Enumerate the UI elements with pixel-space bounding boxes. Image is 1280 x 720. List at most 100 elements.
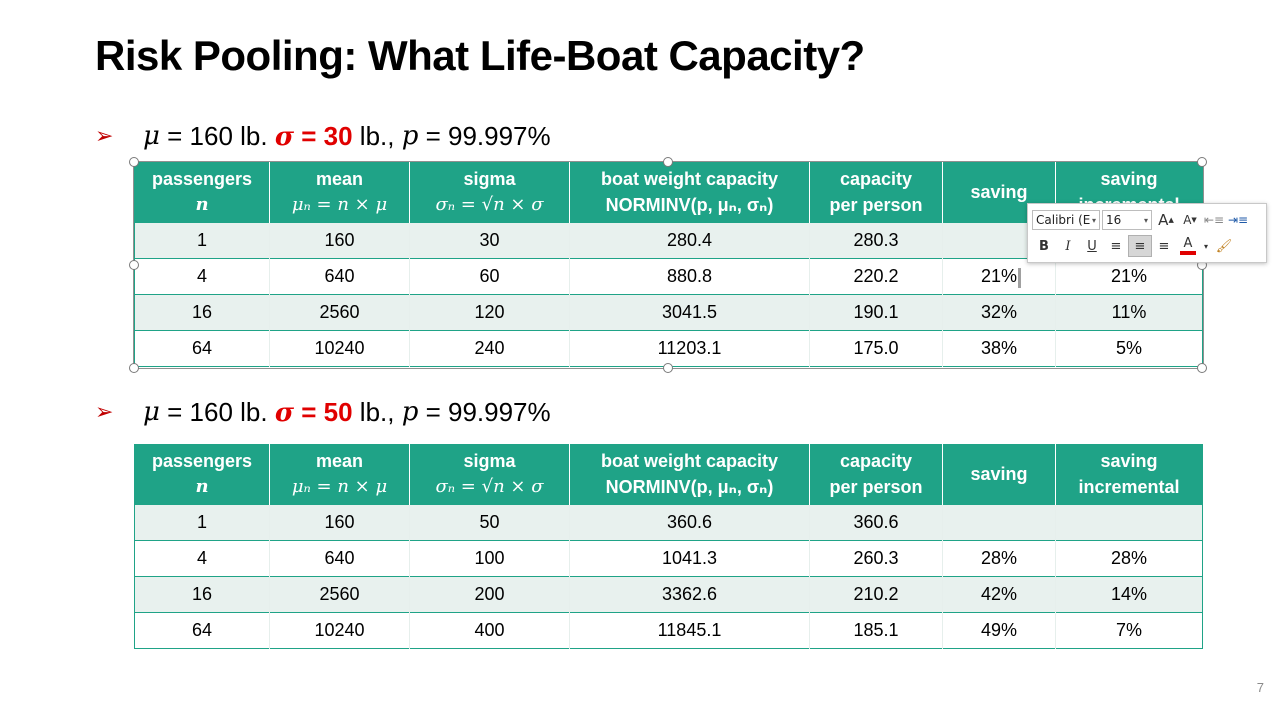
cell-mean[interactable]: 10240	[269, 612, 410, 649]
header-passengers: passengers n	[134, 444, 270, 505]
header-capacity: boat weight capacity NORMINV(p, μₙ, σₙ)	[569, 444, 810, 505]
cell-saving[interactable]: 42%	[942, 576, 1056, 613]
grow-font-button[interactable]: A ▲	[1158, 211, 1174, 229]
capacity-table-sigma-30[interactable]: passengers n mean μₙ = n × μ sigma σₙ = √n …	[134, 162, 1203, 367]
increase-indent-button[interactable]: ⇥≡	[1226, 209, 1250, 231]
capacity-table-sigma-50[interactable]: passengers n mean μₙ = n × μ sigma σₙ = √n …	[134, 444, 1203, 649]
slide-title: Risk Pooling: What Life-Boat Capacity?	[95, 32, 865, 79]
probability-text: = 99.997%	[418, 396, 551, 427]
cell-per-person[interactable]: 260.3	[809, 540, 943, 577]
cell-sigma[interactable]: 30	[409, 222, 570, 259]
table-row: 16 2560 200 3362.6 210.2 42% 14%	[134, 576, 1203, 613]
cell-per-person[interactable]: 175.0	[809, 330, 943, 367]
cell-mean[interactable]: 2560	[269, 576, 410, 613]
format-painter-button[interactable]: 🖌	[1212, 235, 1236, 257]
cell-mean[interactable]: 160	[269, 222, 410, 259]
cell-capacity[interactable]: 11845.1	[569, 612, 810, 649]
cell-capacity[interactable]: 360.6	[569, 504, 810, 541]
arrow-bullet-icon: ➢	[95, 399, 114, 424]
cell-per-person[interactable]: 185.1	[809, 612, 943, 649]
resize-handle-top-left[interactable]	[129, 157, 139, 167]
cell-passengers[interactable]: 64	[134, 330, 270, 367]
table-row: 64 10240 240 11203.1 175.0 38% 5%	[134, 330, 1203, 367]
cell-saving[interactable]: 32%	[942, 294, 1056, 331]
cell-incremental[interactable]: 5%	[1055, 330, 1203, 367]
cell-mean[interactable]: 640	[269, 258, 410, 295]
cell-per-person[interactable]: 360.6	[809, 504, 943, 541]
italic-button[interactable]: I	[1065, 238, 1071, 254]
cell-sigma[interactable]: 60	[409, 258, 570, 295]
cell-per-person[interactable]: 210.2	[809, 576, 943, 613]
header-sigma: sigma σₙ = √n × σ	[409, 162, 570, 223]
align-left-button[interactable]: ≡	[1104, 235, 1128, 257]
resize-handle-bottom-left[interactable]	[129, 363, 139, 373]
cell-mean[interactable]: 160	[269, 504, 410, 541]
increase-indent-icon: ⇥≡	[1227, 213, 1249, 227]
cell-saving[interactable]: 21%	[942, 258, 1056, 295]
decrease-indent-button[interactable]: ⇤≡	[1202, 209, 1226, 231]
cell-capacity[interactable]: 11203.1	[569, 330, 810, 367]
resize-handle-top-right[interactable]	[1197, 157, 1207, 167]
sigma-highlight: σ = 50	[275, 397, 353, 428]
cell-incremental[interactable]: 28%	[1055, 540, 1203, 577]
cell-capacity[interactable]: 880.8	[569, 258, 810, 295]
cell-sigma[interactable]: 120	[409, 294, 570, 331]
cell-capacity[interactable]: 3362.6	[569, 576, 810, 613]
cell-incremental[interactable]: 7%	[1055, 612, 1203, 649]
decrease-indent-icon: ⇤≡	[1203, 213, 1225, 227]
mean-text: = 160 lb.	[159, 120, 275, 151]
cell-sigma[interactable]: 240	[409, 330, 570, 367]
mu-symbol: μ	[143, 121, 160, 151]
resize-handle-left[interactable]	[129, 260, 139, 270]
font-size-select[interactable]: 16 ▾	[1102, 210, 1152, 230]
cell-capacity[interactable]: 1041.3	[569, 540, 810, 577]
cell-sigma[interactable]: 50	[409, 504, 570, 541]
header-per-person: capacity per person	[809, 162, 943, 223]
cell-passengers[interactable]: 4	[134, 540, 270, 577]
cell-sigma[interactable]: 200	[409, 576, 570, 613]
cell-passengers[interactable]: 1	[134, 222, 270, 259]
cell-sigma[interactable]: 400	[409, 612, 570, 649]
cell-per-person[interactable]: 220.2	[809, 258, 943, 295]
align-left-icon: ≡	[1110, 238, 1122, 254]
cell-capacity[interactable]: 280.4	[569, 222, 810, 259]
align-center-button[interactable]: ≡	[1128, 235, 1152, 257]
bold-button[interactable]: B	[1039, 238, 1049, 254]
resize-handle-top[interactable]	[663, 157, 673, 167]
cell-saving[interactable]: 38%	[942, 330, 1056, 367]
resize-handle-bottom[interactable]	[663, 363, 673, 373]
mu-symbol: μ	[143, 397, 160, 427]
cell-passengers[interactable]: 64	[134, 612, 270, 649]
align-right-button[interactable]: ≡	[1152, 235, 1176, 257]
cell-incremental[interactable]: 14%	[1055, 576, 1203, 613]
cell-mean[interactable]: 640	[269, 540, 410, 577]
cell-per-person[interactable]: 190.1	[809, 294, 943, 331]
cell-incremental[interactable]: 21%	[1055, 258, 1203, 295]
arrow-bullet-icon: ➢	[95, 123, 114, 148]
unit-text: lb.,	[352, 396, 402, 427]
cell-passengers[interactable]: 16	[134, 294, 270, 331]
cell-capacity[interactable]: 3041.5	[569, 294, 810, 331]
cell-mean[interactable]: 2560	[269, 294, 410, 331]
resize-handle-bottom-right[interactable]	[1197, 363, 1207, 373]
cell-passengers[interactable]: 4	[134, 258, 270, 295]
cell-saving[interactable]	[942, 504, 1056, 541]
cell-sigma[interactable]: 100	[409, 540, 570, 577]
underline-button[interactable]: U	[1087, 238, 1097, 254]
cell-mean[interactable]: 10240	[269, 330, 410, 367]
font-color-dropdown[interactable]: ▾	[1200, 235, 1212, 257]
font-color-button[interactable]: A	[1176, 235, 1200, 257]
cell-incremental[interactable]	[1055, 504, 1203, 541]
cell-saving[interactable]: 28%	[942, 540, 1056, 577]
font-name-select[interactable]: Calibri (E ▾	[1032, 210, 1100, 230]
cell-passengers[interactable]: 1	[134, 504, 270, 541]
cell-passengers[interactable]: 16	[134, 576, 270, 613]
align-right-icon: ≡	[1158, 238, 1170, 254]
shrink-font-button[interactable]: A ▼	[1183, 213, 1197, 227]
cell-per-person[interactable]: 280.3	[809, 222, 943, 259]
paintbrush-icon: 🖌	[1215, 238, 1233, 254]
cell-saving[interactable]: 49%	[942, 612, 1056, 649]
table-row: 4 640 100 1041.3 260.3 28% 28%	[134, 540, 1203, 577]
cell-incremental[interactable]: 11%	[1055, 294, 1203, 331]
